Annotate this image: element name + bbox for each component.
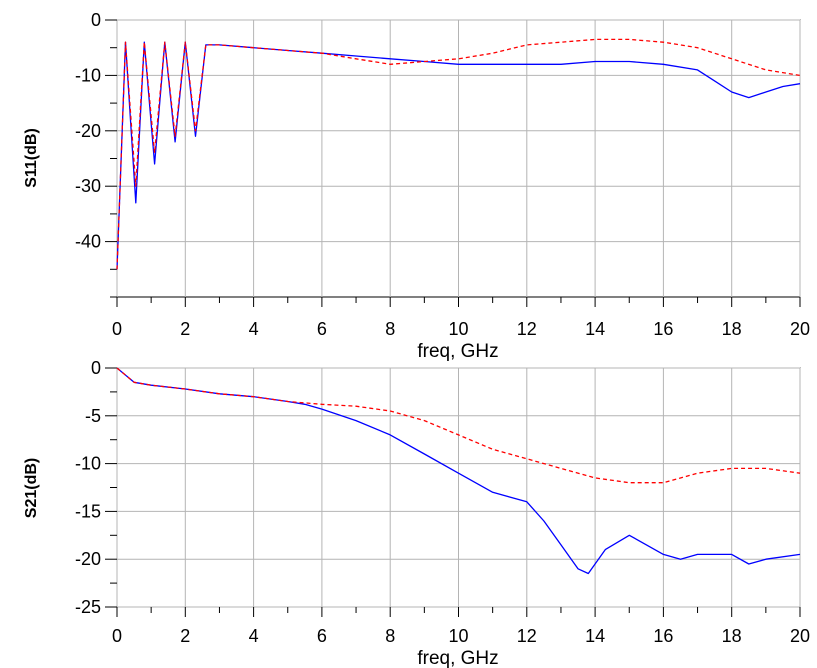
s11-grid: [116, 19, 801, 297]
s21-ticks: [105, 367, 801, 617]
s21-y-tick-label: -5: [85, 406, 101, 426]
s11-chart: 0 2 4 6 8 10 12 14 16 18 20 0 -10 -20 -30 -40 freq, GHz…: [23, 10, 810, 362]
s21-x-tick-label: 4: [249, 626, 259, 646]
s11-y-axis-label: S11(dB): [23, 128, 40, 188]
s11-x-tick-label: 8: [385, 319, 395, 339]
s21-x-tick-label: 20: [790, 626, 810, 646]
s11-y-tick-label: -40: [75, 232, 101, 252]
s21-x-tick-label: 16: [653, 626, 673, 646]
s11-x-tick-label: 14: [585, 319, 605, 339]
s11-ticks: [105, 19, 801, 307]
s21-y-axis-label: S21(dB): [23, 458, 40, 518]
s21-y-tick-label: -10: [75, 454, 101, 474]
s11-x-tick-label: 4: [249, 319, 259, 339]
s21-series: [116, 367, 801, 575]
s21-chart: 0 2 4 6 8 10 12 14 16 18 20 0 -5 -10 -15 -20 -25 freq, G…: [23, 358, 810, 668]
s21-y-tick-label: -20: [75, 549, 101, 569]
s21-x-tick-label: 6: [317, 626, 327, 646]
s11-y-tick-label: -30: [75, 176, 101, 196]
s21-x-tick-label: 8: [385, 626, 395, 646]
s11-y-tick-label: -20: [75, 121, 101, 141]
s11-x-axis-label: freq, GHz: [417, 341, 498, 362]
s21-x-tick-label: 12: [517, 626, 537, 646]
s21-x-tick-label: 0: [112, 626, 122, 646]
s21-x-tick-label: 2: [180, 626, 190, 646]
s11-x-tick-label: 20: [790, 319, 810, 339]
s11-series-line-red: [116, 38, 801, 270]
s21-x-tick-label: 10: [448, 626, 468, 646]
s21-y-tick-label: 0: [91, 358, 101, 378]
s11-x-tick-label: 16: [653, 319, 673, 339]
s11-x-tick-label: 18: [722, 319, 742, 339]
s11-y-tick-label: -10: [75, 65, 101, 85]
s21-x-tick-label: 14: [585, 626, 605, 646]
s21-x-tick-label: 18: [722, 626, 742, 646]
s11-x-tick-label: 2: [180, 319, 190, 339]
s11-x-tick-label: 0: [112, 319, 122, 339]
s21-x-axis-label: freq, GHz: [417, 648, 498, 668]
s11-y-tick-label: 0: [91, 10, 101, 30]
s21-y-tick-label: -15: [75, 501, 101, 521]
s21-series-line-blue: [116, 367, 801, 575]
s11-x-tick-label: 12: [517, 319, 537, 339]
s21-series-line-red: [116, 367, 801, 484]
s11-x-tick-label: 6: [317, 319, 327, 339]
s11-series: [116, 38, 801, 270]
s11-tick-labels: 0 2 4 6 8 10 12 14 16 18 20 0 -10 -20 -30 -40: [75, 10, 810, 339]
s11-x-tick-label: 10: [448, 319, 468, 339]
s21-y-tick-label: -25: [75, 597, 101, 617]
s21-tick-labels: 0 2 4 6 8 10 12 14 16 18 20 0 -5 -10 -15 -20 -25: [75, 358, 810, 646]
